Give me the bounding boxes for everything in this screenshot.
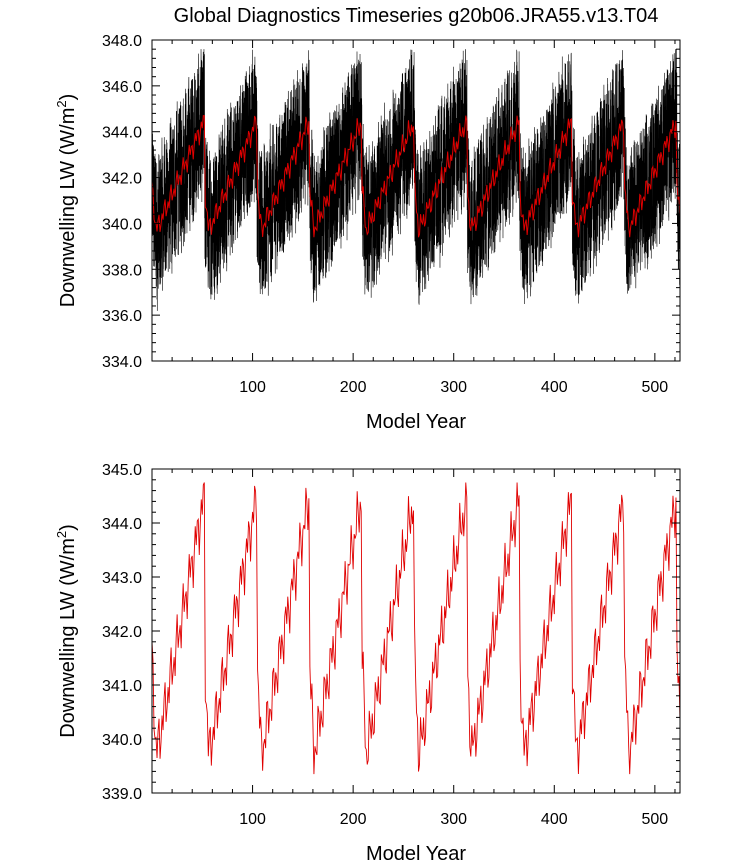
x-tick-label: 100 — [239, 379, 266, 396]
y-axis-label: Downwelling LW (W/m2) — [54, 94, 79, 308]
x-axis-label: Model Year — [366, 843, 466, 865]
y-tick-label: 343.0 — [102, 570, 142, 587]
x-tick-label: 200 — [340, 811, 367, 828]
x-tick-label: 500 — [642, 811, 669, 828]
y-tick-label: 342.0 — [102, 171, 142, 188]
y-tick-label: 336.0 — [102, 308, 142, 325]
y-tick-label: 341.0 — [102, 678, 142, 695]
y-axis-label-superscript: 2 — [54, 531, 69, 538]
series-line-annual-mean — [151, 482, 681, 775]
y-tick-label: 334.0 — [102, 354, 142, 371]
y-axis-label-close: ) — [57, 524, 79, 531]
y-tick-label: 346.0 — [102, 79, 142, 96]
y-tick-label: 342.0 — [102, 624, 142, 641]
y-tick-label: 344.0 — [102, 516, 142, 533]
x-tick-label: 300 — [440, 811, 467, 828]
y-axis-label-main: Downwelling LW (W/m — [57, 538, 79, 738]
y-axis-label-main: Downwelling LW (W/m — [57, 108, 79, 308]
y-tick-label: 345.0 — [102, 462, 142, 479]
y-axis-label: Downwelling LW (W/m2) — [54, 524, 79, 738]
x-tick-label: 300 — [440, 379, 467, 396]
x-tick-label: 400 — [541, 811, 568, 828]
plot-frame — [151, 39, 681, 362]
y-tick-label: 348.0 — [102, 33, 142, 50]
x-tick-label: 100 — [239, 811, 266, 828]
y-axis-label-superscript: 2 — [54, 100, 69, 107]
plot-frame — [151, 468, 681, 794]
chart-panel-2: 339.0 340.0 341.0 342.0 343.0 344.0 345.0 100 20… — [54, 462, 681, 865]
chart-title: Global Diagnostics Timeseries g20b06.JRA… — [174, 5, 659, 27]
x-tick-label: 400 — [541, 379, 568, 396]
series-line-annual-mean — [151, 115, 681, 238]
y-tick-label: 344.0 — [102, 125, 142, 142]
chart-panel-1: Global Diagnostics Timeseries g20b06.JRA… — [54, 5, 681, 433]
series-line-monthly — [151, 49, 681, 311]
y-axis-label-close: ) — [57, 94, 79, 101]
y-tick-label: 340.0 — [102, 216, 142, 233]
x-tick-label: 200 — [340, 379, 367, 396]
y-tick-label: 338.0 — [102, 262, 142, 279]
x-axis-label: Model Year — [366, 411, 466, 433]
y-tick-label: 340.0 — [102, 732, 142, 749]
y-tick-label: 339.0 — [102, 786, 142, 803]
x-tick-label: 500 — [642, 379, 669, 396]
